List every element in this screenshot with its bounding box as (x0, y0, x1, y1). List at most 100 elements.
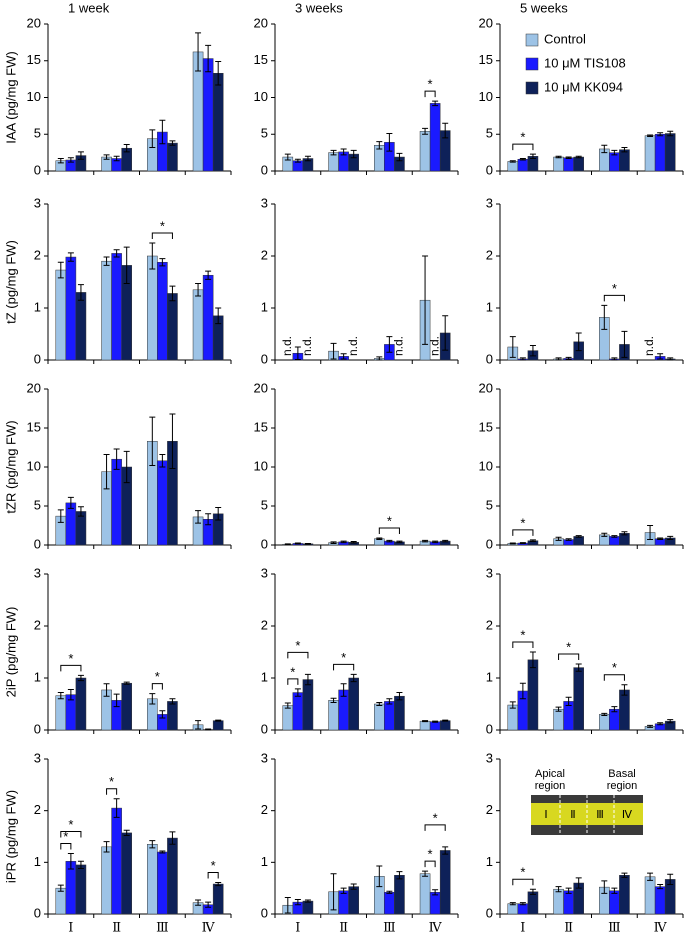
x-tick-label: Ⅰ (295, 921, 300, 935)
error-bar (422, 720, 429, 723)
error-bar (657, 353, 664, 360)
y-tick-label: 1 (261, 669, 268, 684)
bar (419, 131, 431, 172)
bar (75, 292, 87, 361)
y-tick-label: 1 (486, 299, 493, 314)
error-bar (103, 683, 110, 697)
bar (619, 689, 630, 731)
error-bar (601, 880, 608, 894)
not-detected-label: n.d. (300, 336, 314, 356)
bar (517, 158, 529, 172)
error-bar (123, 681, 130, 685)
significance-label: * (566, 639, 571, 654)
bar (202, 274, 214, 361)
error-bar (555, 536, 562, 541)
y-tick-label: 3 (261, 195, 268, 210)
bar (338, 890, 349, 915)
error-bar (611, 535, 618, 538)
significance-label: * (211, 858, 216, 873)
error-bar (575, 877, 582, 889)
error-bar (376, 356, 383, 361)
bar (394, 695, 405, 731)
y-tick-label: 1 (261, 299, 268, 314)
error-bar (611, 887, 618, 894)
error-bar (67, 688, 74, 701)
y-tick-label: 10 (479, 458, 493, 473)
error-bar (376, 865, 383, 888)
y-tick-label: 0 (486, 162, 493, 177)
error-bar (294, 688, 301, 697)
error-bar (442, 315, 449, 351)
y-tick-label: 15 (479, 419, 493, 434)
error-bar (159, 454, 166, 468)
y-tick-label: 5 (261, 126, 268, 141)
error-bar (215, 719, 222, 722)
bar (563, 890, 574, 915)
y-tick-label: 0 (261, 351, 268, 366)
error-bar (386, 890, 393, 894)
error-bar (509, 160, 516, 163)
bar (384, 892, 395, 915)
error-bar (195, 899, 202, 906)
y-tick-label: 1 (486, 669, 493, 684)
significance-label: * (160, 218, 165, 233)
y-tick-label: 0 (34, 905, 41, 920)
y-tick-label: 5 (486, 126, 493, 141)
error-bar (195, 32, 202, 72)
significance-label: * (341, 650, 346, 665)
y-tick-label: 0 (34, 721, 41, 736)
error-bar (601, 712, 608, 716)
significance-label: * (68, 651, 73, 666)
error-bar (442, 539, 449, 543)
error-bar (601, 144, 608, 154)
x-tick-label: Ⅳ (429, 921, 443, 935)
error-bar (113, 155, 120, 162)
error-bar (169, 285, 176, 302)
error-bar (113, 448, 120, 470)
legend-label: 10 μM KK094 (544, 79, 623, 94)
significance-label: * (428, 847, 433, 862)
y-tick-label: 15 (27, 52, 41, 67)
error-bar (575, 155, 582, 159)
error-bar (621, 146, 628, 153)
error-bar (621, 872, 628, 878)
x-tick-label: Ⅰ (68, 921, 73, 935)
bar (419, 720, 431, 731)
error-bar (195, 510, 202, 524)
error-bar (195, 283, 202, 297)
y-tick-label: 20 (254, 15, 268, 30)
error-bar (657, 132, 664, 137)
bar (147, 844, 158, 915)
significance-label: * (155, 669, 160, 684)
bar (654, 134, 666, 172)
inset-segment: Ⅰ (544, 809, 547, 821)
error-bar (205, 44, 212, 73)
error-bar (330, 697, 337, 703)
y-tick-label: 20 (27, 15, 41, 30)
significance-bracket (558, 653, 580, 660)
error-bar (159, 710, 166, 719)
not-detected-label: n.d. (427, 336, 441, 356)
error-bar (294, 346, 301, 360)
error-bar (555, 706, 562, 712)
significance-bracket (106, 788, 118, 795)
significance-label: * (295, 638, 300, 653)
legend-swatch (525, 57, 539, 71)
significance-bracket (512, 143, 534, 151)
error-bar (294, 899, 301, 906)
significance-bracket (512, 641, 534, 648)
error-bar (350, 540, 357, 544)
y-tick-label: 2 (261, 247, 268, 262)
y-tick-label: 0 (486, 721, 493, 736)
error-bar (611, 149, 618, 156)
error-bar (57, 158, 64, 164)
y-tick-label: 5 (34, 126, 41, 141)
error-bar (386, 336, 393, 353)
error-bar (57, 261, 64, 279)
error-bar (519, 902, 526, 906)
y-tick-label: 0 (261, 536, 268, 551)
error-bar (77, 674, 84, 682)
bar (167, 142, 178, 172)
bar (374, 703, 385, 731)
bar (167, 701, 178, 731)
